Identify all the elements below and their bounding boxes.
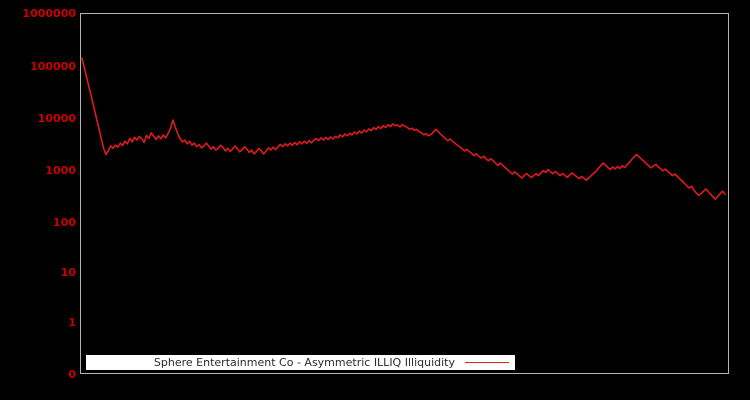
- series-line-sphere-illiq: [81, 57, 726, 201]
- y-axis-tick-label: 1000: [45, 163, 76, 177]
- y-axis-tick-label: 100000: [30, 59, 76, 73]
- legend-line-sample-icon: [465, 362, 509, 363]
- plot-area: [80, 13, 729, 374]
- y-axis-tick-label: 10: [60, 265, 76, 279]
- y-axis-tick-label: 10000: [37, 111, 76, 125]
- y-axis-tick-label: 1: [68, 316, 76, 329]
- y-axis-tick-label: 0: [68, 368, 76, 381]
- series-plot: [81, 57, 726, 201]
- y-axis-tick-label: 1000000: [22, 7, 76, 20]
- chart-legend: Sphere Entertainment Co - Asymmetric ILL…: [86, 355, 515, 370]
- y-axis-tick-labels: 1000000 100000 10000 1000 100 10 1 0: [0, 0, 76, 400]
- legend-label: Sphere Entertainment Co - Asymmetric ILL…: [153, 355, 455, 369]
- y-axis-tick-label: 100: [53, 215, 76, 229]
